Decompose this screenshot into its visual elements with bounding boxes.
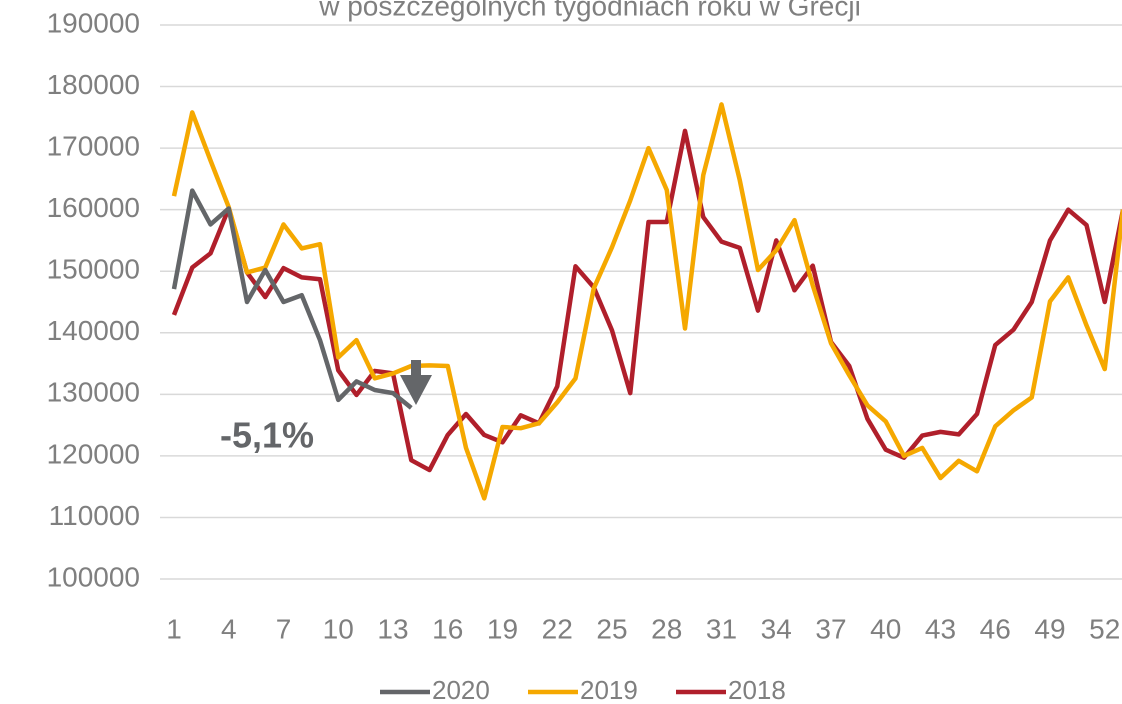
y-tick-label: 190000: [47, 7, 140, 38]
x-tick-label: 25: [596, 613, 627, 644]
y-tick-label: 150000: [47, 254, 140, 285]
legend: 2020 2019 2018: [380, 675, 786, 704]
y-tick-label: 160000: [47, 192, 140, 223]
legend-label: 2020: [432, 675, 490, 704]
x-tick-label: 22: [542, 613, 573, 644]
x-tick-label: 4: [221, 613, 237, 644]
y-tick-label: 170000: [47, 131, 140, 162]
x-tick-label: 7: [276, 613, 292, 644]
x-tick-label: 13: [377, 613, 408, 644]
series-line: [171, 102, 1122, 501]
y-tick-label: 130000: [47, 377, 140, 408]
x-tick-label: 43: [925, 613, 956, 644]
grid: 100000 110000 120000 130000 140000 150000 1600…: [47, 7, 1122, 644]
x-tick-label: 46: [980, 613, 1011, 644]
y-tick-label: 180000: [47, 69, 140, 100]
legend-label: 2019: [580, 675, 638, 704]
x-tick-label: 52: [1089, 613, 1120, 644]
x-tick-label: 49: [1034, 613, 1065, 644]
x-tick-label: 31: [706, 613, 737, 644]
x-tick-label: 37: [815, 613, 846, 644]
y-tick-label: 110000: [49, 500, 140, 531]
x-tick-label: 28: [651, 613, 682, 644]
series-line: [171, 128, 1122, 473]
lines: [171, 102, 1122, 501]
y-tick-label: 100000: [47, 561, 140, 592]
x-tick-label: 16: [432, 613, 463, 644]
x-tick-label: 1: [166, 613, 182, 644]
annotation: -5,1%: [220, 415, 314, 456]
x-tick-label: 40: [870, 613, 901, 644]
x-tick-label: 10: [323, 613, 354, 644]
chart-title: w poszczególnych tygodniach roku w Grecj…: [318, 0, 861, 21]
x-tick-label: 34: [761, 613, 792, 644]
y-tick-label: 140000: [47, 315, 140, 346]
arrow-down: [400, 360, 432, 405]
series-line: [171, 188, 413, 410]
y-tick-label: 120000: [47, 438, 140, 469]
x-tick-label: 19: [487, 613, 518, 644]
legend-label: 2018: [728, 675, 786, 704]
